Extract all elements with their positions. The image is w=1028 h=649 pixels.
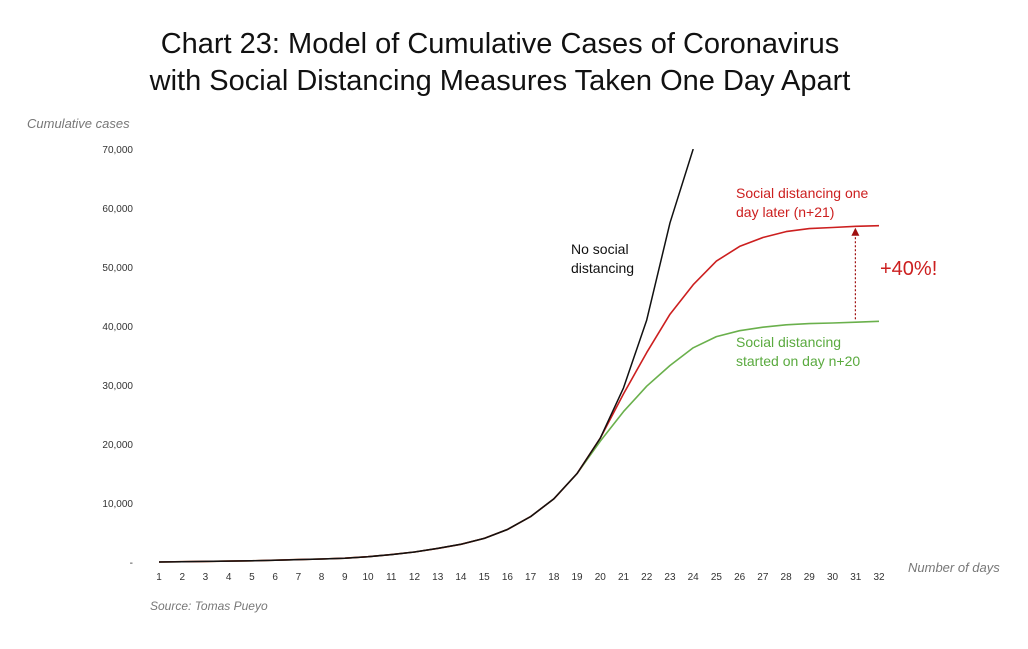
- x-axis-label: Number of days: [908, 560, 1000, 575]
- annotation-day21: Social distancing one day later (n+21): [736, 184, 868, 222]
- series-line-no_distancing: [158, 149, 694, 563]
- x-tick-label: 24: [688, 572, 700, 583]
- x-tick-label: 17: [525, 572, 537, 583]
- annotation-day21-line2: day later (n+21): [736, 204, 835, 220]
- y-tick-label: 70,000: [102, 145, 133, 156]
- x-tick-label: 30: [827, 572, 839, 583]
- x-tick-label: 20: [595, 572, 607, 583]
- x-tick-label: 15: [479, 572, 491, 583]
- y-tick-label: 40,000: [102, 322, 133, 333]
- x-tick-label: 28: [781, 572, 793, 583]
- source-note: Source: Tomas Pueyo: [150, 599, 268, 613]
- difference-arrow-head: [851, 227, 860, 236]
- x-tick-label: 16: [502, 572, 514, 583]
- x-tick-label: 11: [386, 572, 397, 583]
- chart-title-line2: with Social Distancing Measures Taken On…: [149, 65, 851, 97]
- y-tick-label: 30,000: [102, 381, 133, 392]
- x-tick-label: 31: [850, 572, 862, 583]
- chart-title-line1: Chart 23: Model of Cumulative Cases of C…: [160, 28, 840, 60]
- x-tick-label: 29: [804, 572, 816, 583]
- x-tick-label: 5: [249, 572, 255, 583]
- y-tick-label: 10,000: [102, 499, 133, 510]
- x-tick-label: 6: [272, 572, 278, 583]
- difference-label: +40%!: [880, 258, 938, 280]
- x-tick-label: 8: [319, 572, 325, 583]
- annotation-no-distancing: No social distancing: [571, 240, 634, 278]
- y-tick-label: -: [130, 558, 133, 569]
- x-tick-label: 2: [179, 572, 185, 583]
- x-tick-label: 14: [455, 572, 467, 583]
- x-tick-label: 25: [711, 572, 723, 583]
- x-tick-label: 4: [226, 572, 232, 583]
- series-line-day21: [158, 224, 880, 563]
- x-tick-label: 23: [664, 572, 676, 583]
- annotation-day20: Social distancing started on day n+20: [736, 333, 860, 371]
- annotation-day20-line1: Social distancing: [736, 334, 842, 350]
- y-axis-label: Cumulative cases: [27, 116, 130, 131]
- x-tick-label: 9: [342, 572, 348, 583]
- x-tick-label: 22: [641, 572, 653, 583]
- x-tick-label: 26: [734, 572, 746, 583]
- x-tick-label: 27: [757, 572, 769, 583]
- y-tick-label: 60,000: [102, 204, 133, 215]
- annotation-day20-line2: started on day n+20: [736, 353, 861, 369]
- annotation-no-distancing-line1: No social: [571, 241, 629, 257]
- x-tick-label: 3: [203, 572, 209, 583]
- x-tick-label: 1: [156, 572, 162, 583]
- x-tick-label: 21: [618, 572, 630, 583]
- x-tick-label: 32: [873, 572, 885, 583]
- y-tick-label: 20,000: [102, 440, 133, 451]
- x-tick-label: 10: [362, 572, 374, 583]
- y-tick-label: 50,000: [102, 263, 133, 274]
- x-tick-label: 12: [409, 572, 421, 583]
- x-tick-label: 19: [572, 572, 584, 583]
- chart-title: Chart 23: Model of Cumulative Cases of C…: [0, 26, 1000, 100]
- annotation-no-distancing-line2: distancing: [571, 260, 635, 276]
- x-tick-label: 13: [432, 572, 444, 583]
- x-tick-label: 7: [296, 572, 302, 583]
- x-tick-label: 18: [548, 572, 560, 583]
- annotation-day21-line1: Social distancing one: [736, 185, 869, 201]
